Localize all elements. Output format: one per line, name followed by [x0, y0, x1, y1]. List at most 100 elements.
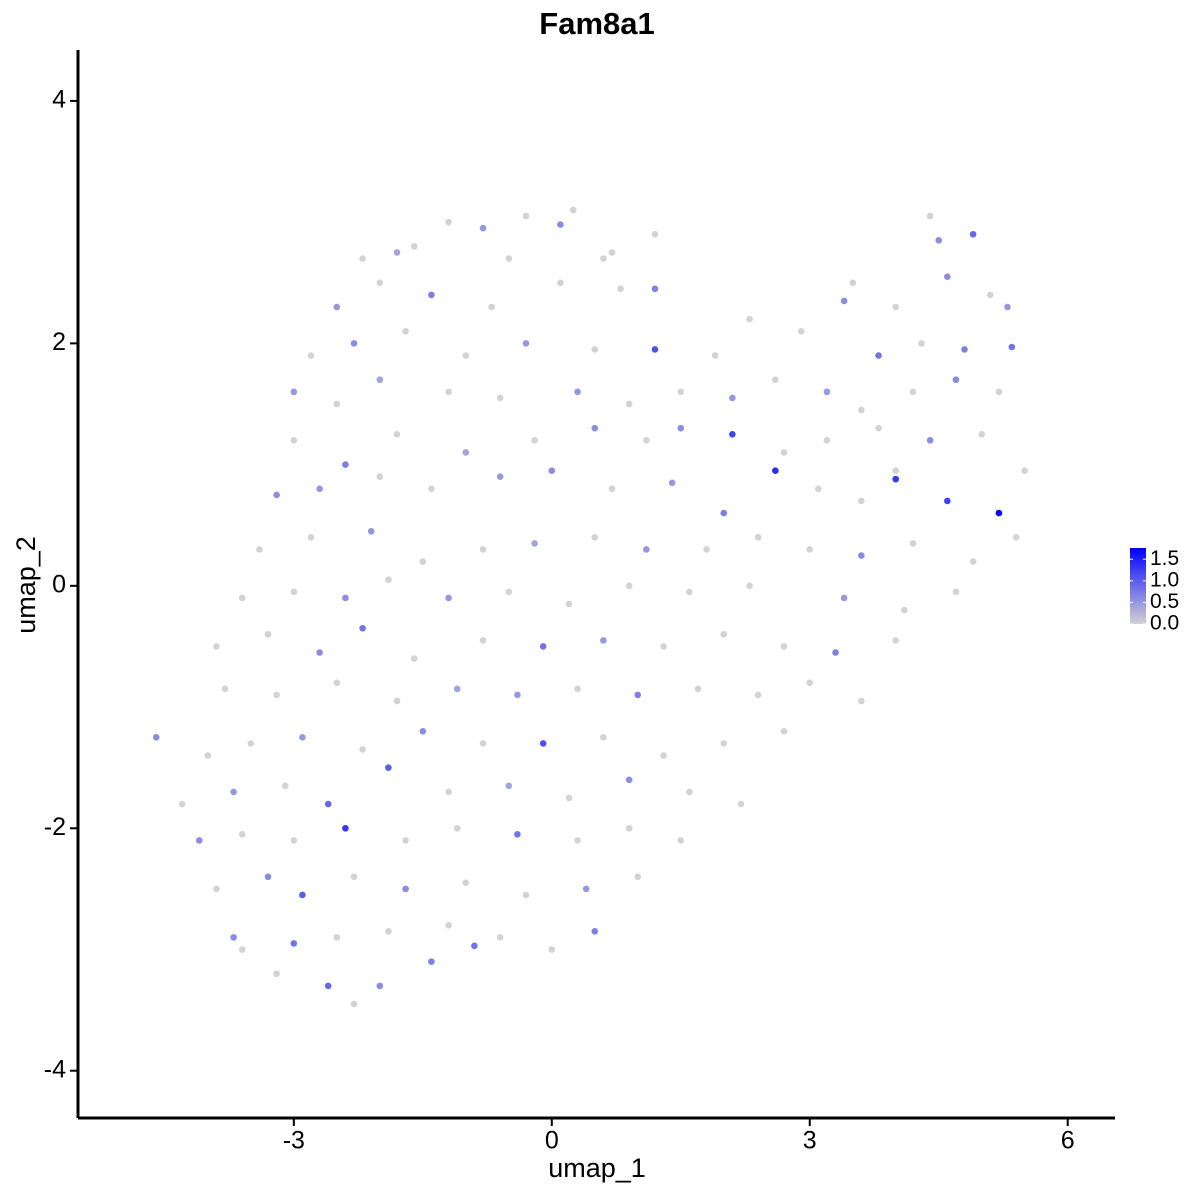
point: [376, 982, 384, 990]
point: [858, 552, 865, 559]
point: [290, 588, 298, 596]
point: [178, 800, 186, 808]
point: [505, 782, 513, 790]
point: [1021, 467, 1029, 474]
point: [505, 588, 513, 596]
point: [393, 430, 401, 438]
point: [531, 437, 538, 444]
x-tick-label: -3: [283, 1127, 305, 1155]
point: [350, 1000, 358, 1008]
point: [514, 691, 521, 699]
point: [720, 509, 728, 517]
point: [720, 631, 728, 638]
point: [823, 437, 831, 444]
point: [677, 837, 685, 844]
point: [385, 928, 392, 935]
point: [832, 649, 839, 656]
point: [746, 582, 753, 590]
point: [264, 873, 272, 881]
point: [1012, 534, 1020, 541]
point: [978, 430, 986, 438]
point: [290, 940, 298, 947]
y-tick-label: 4: [52, 86, 66, 114]
point: [453, 824, 461, 832]
point: [806, 679, 814, 687]
point: [539, 740, 547, 747]
point: [453, 685, 461, 693]
point: [479, 546, 487, 553]
point: [858, 406, 865, 414]
point: [342, 824, 349, 832]
point: [617, 285, 624, 293]
point: [316, 485, 323, 493]
point: [445, 788, 452, 796]
point: [238, 594, 246, 602]
point: [995, 509, 1003, 517]
point: [419, 558, 427, 565]
point: [574, 685, 581, 693]
point: [238, 946, 246, 953]
point: [815, 485, 822, 493]
point: [462, 879, 470, 887]
point: [342, 461, 349, 468]
point: [333, 303, 341, 311]
point: [195, 837, 203, 844]
point: [264, 631, 272, 638]
point: [634, 873, 642, 881]
point: [772, 467, 779, 474]
point: [926, 437, 934, 444]
point: [410, 655, 418, 662]
point: [961, 346, 968, 353]
point: [290, 837, 298, 844]
point: [256, 546, 263, 553]
point: [840, 594, 848, 602]
point: [643, 437, 650, 444]
point: [591, 346, 599, 353]
point: [746, 315, 753, 323]
point: [307, 534, 315, 541]
point: [342, 594, 349, 602]
y-tick-label: -2: [44, 813, 66, 841]
point: [445, 388, 452, 396]
point: [754, 534, 762, 541]
point: [376, 473, 384, 481]
point: [686, 788, 693, 796]
point: [496, 394, 504, 402]
point: [385, 576, 392, 584]
point: [333, 679, 341, 687]
point: [479, 637, 487, 644]
point: [548, 946, 556, 953]
point: [376, 376, 384, 384]
point: [428, 958, 435, 965]
point: [608, 485, 616, 493]
point: [324, 982, 332, 990]
point: [591, 424, 599, 432]
point: [875, 424, 882, 432]
point: [350, 340, 358, 347]
point: [462, 352, 470, 359]
point: [918, 340, 925, 347]
point: [651, 230, 659, 238]
point: [840, 297, 848, 305]
point: [625, 582, 633, 590]
point: [557, 221, 564, 228]
point: [479, 740, 487, 747]
point: [574, 388, 581, 396]
point: [496, 934, 504, 941]
point: [892, 467, 900, 474]
x-tick-label: 3: [803, 1127, 817, 1155]
y-tick-label: -4: [44, 1055, 66, 1083]
x-tick-label: 0: [545, 1127, 559, 1155]
point: [660, 643, 667, 650]
point: [213, 885, 220, 893]
point: [299, 891, 306, 899]
point: [393, 697, 401, 705]
point: [299, 734, 306, 741]
point: [247, 740, 255, 747]
point: [402, 885, 409, 893]
point: [780, 449, 788, 456]
point: [892, 303, 900, 311]
point: [849, 279, 857, 287]
colorbar: [1130, 548, 1146, 624]
point: [402, 327, 409, 335]
